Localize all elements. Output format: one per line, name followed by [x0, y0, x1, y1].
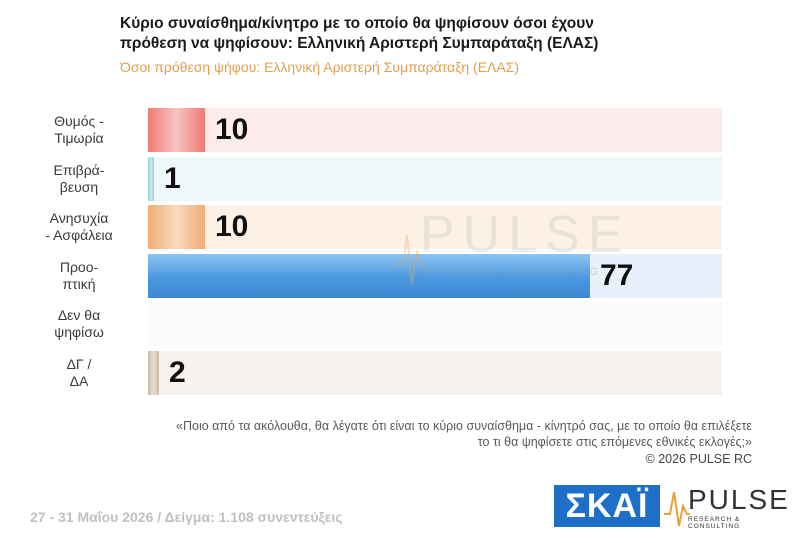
category-label-line: Δεν θα — [57, 307, 101, 323]
skai-logo: ΣΚΑΪ — [554, 485, 660, 527]
category-label: Ανησυχία - Ασφάλεια — [30, 210, 128, 244]
category-label: Θυμός - Τιμωρία — [30, 113, 128, 147]
category-label: Δεν θα ψηφίσω — [30, 307, 128, 341]
bar — [148, 253, 590, 298]
category-label: ΔΓ / ΔΑ — [30, 356, 128, 390]
bar — [148, 350, 159, 395]
bar-track — [148, 350, 722, 395]
pulse-logo-wave-icon — [664, 491, 690, 527]
chart-title: Κύριο συναίσθημα/κίνητρο με το οποίο θα … — [120, 14, 720, 54]
pulse-logo-name: PULSE — [688, 484, 790, 515]
survey-question: «Ποιο από τα ακόλουθα, θα λέγατε ότι είν… — [112, 418, 752, 450]
survey-question-line-2: το τι θα ψηφίσετε στις επόμενες εθνικές … — [477, 435, 752, 449]
category-label-line: Προο- — [59, 258, 99, 275]
category-label-line: ψηφίσω — [54, 324, 104, 340]
chart-title-line-2: πρόθεση να ψηφίσουν: Ελληνική Αριστερή Σ… — [120, 35, 599, 52]
category-label-line: Θυμός - — [54, 113, 104, 129]
category-label-line: Ανησυχία — [49, 210, 109, 226]
category-label-line: βευση — [59, 178, 99, 195]
survey-footer: 27 - 31 Μαΐου 2026 / Δείγμα: 1.108 συνεν… — [30, 509, 343, 525]
category-label-line: Επιβρά- — [53, 161, 105, 178]
value-label: 77 — [600, 258, 634, 292]
category-label-line: - Ασφάλεια — [45, 227, 113, 243]
category-label: Επιβρά-βευση — [30, 162, 128, 196]
chart-title-line-1: Κύριο συναίσθημα/κίνητρο με το οποίο θα … — [120, 15, 594, 32]
pulse-logo: PULSE RESEARCH & CONSULTING — [664, 484, 788, 530]
value-label: 10 — [215, 210, 249, 243]
value-label: 10 — [215, 113, 249, 146]
bar-track — [148, 156, 722, 201]
category-label-line: Τιμωρία — [54, 130, 104, 146]
bar-track — [148, 302, 722, 346]
value-label: 1 — [164, 161, 181, 195]
chart-subtitle: Όσοι πρόθεση ψήφου: Ελληνική Αριστερή Συ… — [120, 59, 520, 75]
category-label-line: ΔΓ / — [66, 355, 92, 372]
category-label-line: πτική — [62, 275, 96, 292]
bar — [148, 156, 154, 201]
category-label: Προο-πτική — [30, 259, 128, 293]
value-label: 2 — [169, 355, 186, 389]
copyright: © 2026 PULSE RC — [645, 452, 752, 466]
bar-track — [148, 205, 722, 249]
bar — [148, 108, 205, 152]
bar — [148, 205, 205, 249]
survey-question-line-1: «Ποιο από τα ακόλουθα, θα λέγατε ότι είν… — [176, 419, 752, 433]
bar-track — [148, 108, 722, 152]
category-label-line: ΔΑ — [69, 372, 89, 389]
pulse-logo-tagline: RESEARCH & CONSULTING — [688, 516, 741, 530]
